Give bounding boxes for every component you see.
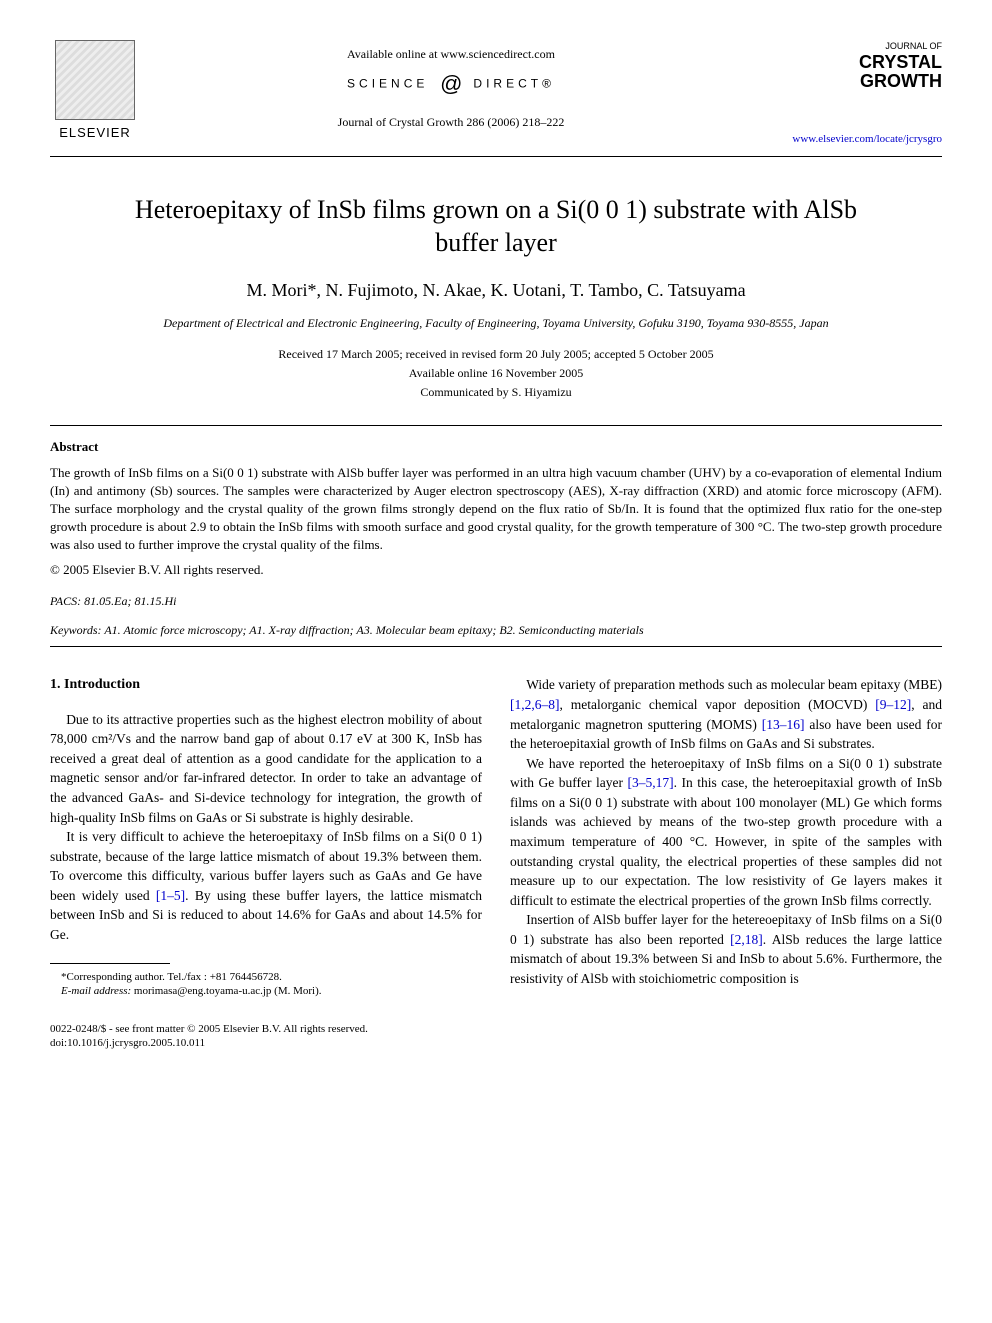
received-dates: Received 17 March 2005; received in revi… [50, 346, 942, 363]
ref-link-mbe[interactable]: [1,2,6–8] [510, 697, 560, 712]
header-rule [50, 156, 942, 157]
rp1-a: Wide variety of preparation methods such… [526, 677, 942, 692]
page-footer: 0022-0248/$ - see front matter © 2005 El… [50, 1022, 942, 1051]
email-value[interactable]: morimasa@eng.toyama-u.ac.jp (M. Mori). [131, 985, 321, 997]
abstract-heading: Abstract [50, 438, 942, 456]
body-columns: 1. Introduction Due to its attractive pr… [50, 675, 942, 999]
science-direct-logo: SCIENCE @ DIRECT® [140, 69, 762, 100]
science-text: SCIENCE [347, 76, 428, 90]
elsevier-tree-icon [55, 40, 135, 120]
journal-title-growth: GROWTH [762, 72, 942, 92]
author-list: M. Mori*, N. Fujimoto, N. Akae, K. Uotan… [50, 278, 942, 303]
article-title: Heteroepitaxy of InSb films grown on a S… [110, 193, 882, 261]
journal-of-label: JOURNAL OF [762, 40, 942, 53]
right-para-2: We have reported the heteroepitaxy of In… [510, 754, 942, 911]
journal-logo-block: JOURNAL OF CRYSTAL GROWTH www.elsevier.c… [762, 40, 942, 148]
right-column: Wide variety of preparation methods such… [510, 675, 942, 999]
publisher-logo-block: ELSEVIER [50, 40, 140, 142]
ref-link-ge-buffer[interactable]: [3–5,17] [627, 775, 673, 790]
footnote-rule [50, 963, 170, 964]
communicated-by: Communicated by S. Hiyamizu [50, 384, 942, 401]
ref-link-1-5[interactable]: [1–5] [156, 888, 185, 903]
abstract-body: The growth of InSb films on a Si(0 0 1) … [50, 464, 942, 555]
right-para-1: Wide variety of preparation methods such… [510, 675, 942, 753]
journal-reference: Journal of Crystal Growth 286 (2006) 218… [140, 114, 762, 131]
header-center: Available online at www.sciencedirect.co… [140, 40, 762, 130]
abstract-top-rule [50, 425, 942, 426]
ref-link-alsb[interactable]: [2,18] [730, 932, 763, 947]
doi-line: doi:10.1016/j.jcrysgro.2005.10.011 [50, 1036, 942, 1050]
section-1-heading: 1. Introduction [50, 675, 482, 695]
available-online-text: Available online at www.sciencedirect.co… [140, 46, 762, 63]
copyright-line: © 2005 Elsevier B.V. All rights reserved… [50, 561, 942, 579]
online-date: Available online 16 November 2005 [50, 365, 942, 382]
email-footnote: E-mail address: morimasa@eng.toyama-u.ac… [50, 984, 482, 1000]
direct-text: DIRECT® [473, 76, 555, 90]
front-matter-line: 0022-0248/$ - see front matter © 2005 El… [50, 1022, 942, 1036]
pacs-codes: PACS: 81.05.Ea; 81.15.Hi [50, 593, 942, 610]
left-column: 1. Introduction Due to its attractive pr… [50, 675, 482, 999]
right-para-3: Insertion of AlSb buffer layer for the h… [510, 910, 942, 988]
rp1-b: , metalorganic chemical vapor deposition… [560, 697, 876, 712]
abstract-bottom-rule [50, 646, 942, 647]
email-label: E-mail address: [61, 985, 131, 997]
ref-link-moms[interactable]: [13–16] [762, 717, 805, 732]
intro-para-2: It is very difficult to achieve the hete… [50, 827, 482, 944]
publisher-name: ELSEVIER [50, 124, 140, 142]
at-symbol-icon: @ [440, 69, 462, 100]
journal-url[interactable]: www.elsevier.com/locate/jcrysgro [762, 132, 942, 147]
keywords-line: Keywords: A1. Atomic force microscopy; A… [50, 622, 942, 639]
affiliation: Department of Electrical and Electronic … [50, 315, 942, 332]
corresponding-author-note: *Corresponding author. Tel./fax : +81 76… [50, 970, 482, 984]
rp2-b: . In this case, the heteroepitaxial grow… [510, 775, 942, 907]
journal-title-crystal: CRYSTAL [762, 53, 942, 73]
ref-link-mocvd[interactable]: [9–12] [875, 697, 911, 712]
page-header: ELSEVIER Available online at www.science… [50, 40, 942, 148]
intro-para-1: Due to its attractive properties such as… [50, 710, 482, 827]
